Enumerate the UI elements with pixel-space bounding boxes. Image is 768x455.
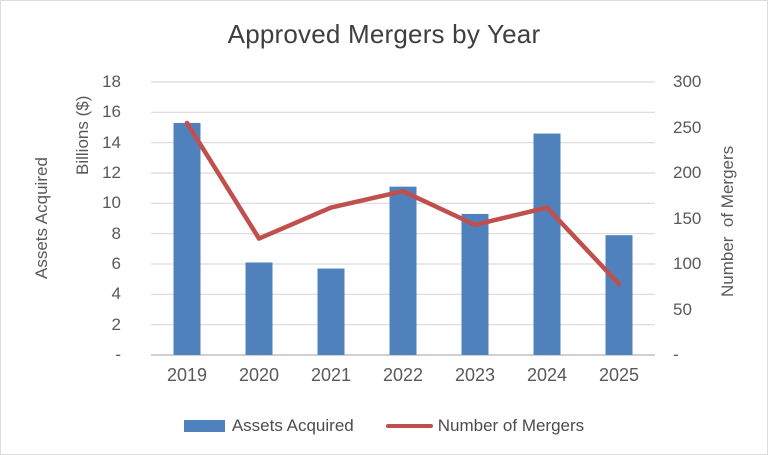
- bar-2020: [245, 262, 273, 355]
- legend-bar-swatch: [183, 420, 225, 432]
- y-tick-left: 12: [102, 163, 121, 182]
- x-label-2021: 2021: [310, 365, 352, 385]
- x-label-2020: 2020: [238, 365, 280, 385]
- y-tick-left: 6: [111, 254, 121, 273]
- y-tick-right: 50: [673, 299, 692, 319]
- legend-line-label: Number of Mergers: [437, 416, 585, 435]
- bar-2022: [389, 186, 417, 355]
- y-tick-right: -: [673, 345, 679, 364]
- legend: Assets Acquired Number of Mergers: [1, 413, 767, 439]
- y-tick-left: -: [115, 345, 121, 364]
- bar-2025: [605, 235, 633, 355]
- y-tick-right: 200: [673, 163, 702, 182]
- y-tick-right: 150: [673, 208, 702, 228]
- y-tick-left: 2: [111, 314, 121, 334]
- y-tick-left: 4: [111, 284, 121, 304]
- x-label-2024: 2024: [526, 365, 568, 385]
- y-tick-left: 16: [102, 102, 121, 122]
- y-tick-right: 250: [673, 117, 702, 137]
- legend-line-swatch: [385, 424, 433, 428]
- bar-2024: [533, 133, 561, 355]
- y-tick-left: 18: [102, 72, 121, 91]
- y-tick-left: 8: [111, 223, 121, 243]
- bar-2019: [173, 122, 201, 355]
- bar-2021: [317, 268, 345, 355]
- x-label-2022: 2022: [382, 365, 424, 385]
- mergers-line: [184, 120, 622, 287]
- x-label-2023: 2023: [454, 365, 496, 385]
- y-tick-right: 300: [673, 72, 702, 91]
- x-label-2025: 2025: [598, 365, 640, 385]
- bar-2023: [461, 213, 489, 355]
- legend-bar-label: Assets Acquired: [231, 416, 354, 435]
- y-tick-left: 14: [102, 132, 121, 152]
- y-tick-left: 10: [102, 193, 121, 213]
- chart-title: Approved Mergers by Year: [227, 19, 541, 49]
- x-label-2019: 2019: [166, 365, 208, 385]
- y-tick-right: 100: [673, 254, 702, 273]
